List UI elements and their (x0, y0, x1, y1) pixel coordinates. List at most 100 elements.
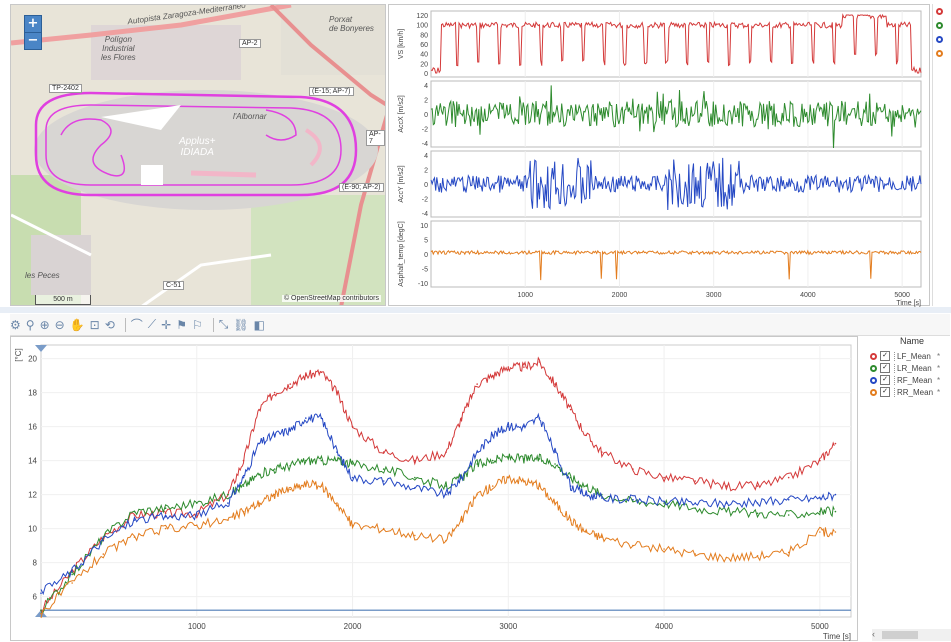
data-point (227, 519, 229, 521)
map-label-bonyeres: Porxat de Bonyeres (329, 15, 374, 33)
road-badge: (E-15; AP-7) (309, 87, 354, 96)
horizontal-scrollbar[interactable]: ‹ (872, 629, 951, 641)
legend-ring-icon[interactable] (936, 22, 943, 29)
y-tick-label: 10 (28, 525, 37, 534)
zoom-in-button[interactable]: + (24, 15, 42, 33)
map-attribution[interactable]: © OpenStreetMap contributors (281, 295, 381, 302)
scroll-left-icon[interactable]: ‹ (872, 629, 875, 639)
temperature-chart[interactable]: 20 18 16 14 12 10 8 6 1000 2000 3000 4000 5000 [°C] Ti… (10, 336, 858, 641)
track-trace (430, 157, 922, 211)
legend-ring-icon[interactable] (936, 50, 943, 57)
data-point (195, 524, 198, 526)
data-point (164, 507, 167, 509)
road-badge: C-51 (163, 281, 185, 290)
y-tick-label: 20 (420, 61, 428, 68)
zoom-in-icon[interactable]: ⊕ (39, 317, 50, 332)
track-panel-frame (430, 10, 922, 78)
data-point (320, 417, 323, 419)
data-point (289, 464, 292, 467)
y-tick-label: 4 (424, 153, 428, 160)
track-trace (430, 13, 922, 74)
visibility-checkbox[interactable]: ✓ (880, 375, 890, 385)
series-ring-icon[interactable] (870, 352, 877, 360)
data-point (632, 544, 634, 547)
plot-area (40, 344, 852, 618)
data-point (507, 425, 510, 428)
series-ring-icon[interactable] (870, 388, 877, 396)
x-axis-label: Time [s] (823, 632, 851, 641)
track-panel-frame (430, 80, 922, 148)
road-badge: TP-2402 (49, 84, 82, 93)
y-axis-label: [°C] (14, 348, 23, 361)
data-point (320, 459, 323, 462)
zoom-reset-icon[interactable]: ⟲ (104, 317, 115, 332)
zoom-box-icon[interactable]: ⊡ (89, 317, 100, 332)
data-point (507, 456, 510, 458)
line-icon[interactable]: ⟋ (147, 317, 157, 331)
visibility-checkbox[interactable]: ✓ (880, 363, 890, 373)
legend-row[interactable]: ✓ LR_Mean * (860, 362, 951, 374)
y-tick-label: 12 (28, 491, 37, 500)
data-point (600, 451, 603, 453)
data-point (569, 519, 572, 521)
zoom-icon[interactable]: ⚲ (25, 317, 35, 332)
data-point (476, 493, 478, 496)
data-point (258, 473, 260, 475)
data-point (507, 366, 510, 368)
data-point (133, 514, 136, 516)
x-tick-label: 1000 (188, 622, 206, 631)
data-point (569, 408, 572, 411)
zoom-out-button[interactable]: − (24, 32, 42, 50)
marker-a-icon[interactable]: ⚑ (176, 317, 188, 332)
link-icon[interactable]: ⛓ (233, 317, 249, 332)
data-point (336, 391, 338, 394)
x-axis-label: Time [s] (896, 300, 921, 307)
x-tick-label: 1000 (517, 292, 533, 299)
y-tick-label: 8 (33, 559, 38, 568)
data-point (382, 451, 385, 453)
data-point (242, 476, 245, 479)
measure-icon[interactable]: ⤡ (218, 317, 229, 331)
legend-row[interactable]: ✓ LF_Mean * (860, 350, 951, 362)
data-point (71, 573, 73, 576)
data-point (242, 510, 245, 513)
visibility-checkbox[interactable]: ✓ (880, 387, 890, 397)
road-badge: AP-2 (239, 39, 261, 48)
cursor-icon[interactable]: ⌒ (130, 318, 143, 332)
visibility-checkbox[interactable]: ✓ (880, 351, 890, 361)
y-tick-label: 40 (420, 52, 428, 59)
data-point (382, 480, 385, 482)
map-view[interactable]: + − Polígon Industrial les Flores Applus… (10, 4, 386, 306)
data-point (554, 451, 556, 453)
data-point (445, 451, 447, 453)
series-ring-icon[interactable] (870, 376, 877, 384)
data-point (538, 417, 541, 419)
crosshair-icon[interactable]: ✛ (161, 317, 172, 332)
data-point (164, 512, 167, 515)
legend-row[interactable]: ✓ RR_Mean * (860, 386, 951, 398)
data-point (476, 463, 478, 465)
data-point (554, 383, 556, 385)
legend-ring-icon[interactable] (936, 8, 943, 15)
legend-ring-icon[interactable] (936, 36, 943, 43)
zoom-out-icon[interactable]: ⊖ (54, 317, 65, 332)
data-point (725, 485, 728, 487)
data-point (476, 383, 478, 385)
series-ring-icon[interactable] (870, 364, 877, 372)
y-tick-label: -2 (422, 197, 428, 204)
data-point (569, 476, 572, 479)
data-point (600, 497, 603, 499)
legend-row[interactable]: ✓ RF_Mean * (860, 374, 951, 386)
scroll-thumb[interactable] (882, 631, 918, 639)
pane-splitter[interactable] (0, 307, 951, 313)
marker-b-icon[interactable]: ⚐ (192, 317, 203, 332)
y-tick-label: 60 (420, 42, 428, 49)
y-tick-label: 100 (416, 23, 428, 30)
pan-icon[interactable]: ✋ (69, 317, 85, 332)
gear-icon[interactable]: ⚙ (10, 317, 21, 332)
x-tick-label: 2000 (612, 292, 628, 299)
map-label-peces: les Peces (25, 271, 60, 280)
track-charts[interactable]: 120 100 80 60 40 20 0 VS [km/h] 4 2 0 -2 -4 AccX [m/s… (388, 4, 930, 307)
data-point (460, 476, 463, 479)
lock-icon[interactable]: ◧ (253, 317, 265, 332)
